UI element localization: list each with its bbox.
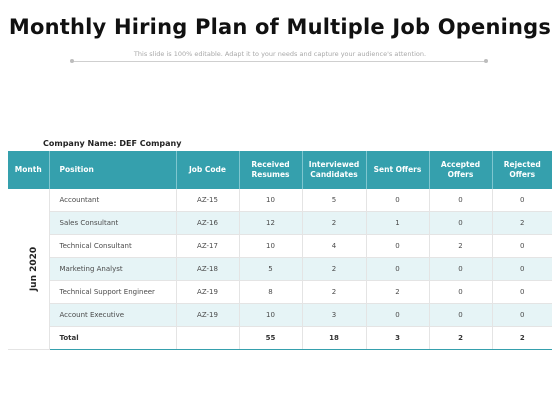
hiring-plan-table: Month Position Job Code Received Resumes…	[8, 151, 552, 350]
interviewed-candidates-cell: 3	[302, 303, 367, 327]
header-sent-offers: Sent Offers	[366, 151, 430, 189]
divider-dot-right	[484, 59, 488, 63]
job-code-cell: AZ-19	[176, 280, 240, 304]
accepted-offers-cell: 0	[429, 211, 493, 235]
rejected-offers-cell: 0	[492, 257, 552, 281]
sent-offers-cell: 0	[366, 303, 430, 327]
divider-dot-left	[70, 59, 74, 63]
interviewed-candidates-cell: 2	[302, 280, 367, 304]
total-rejected-offers: 2	[492, 326, 552, 350]
total-label: Total	[49, 326, 177, 350]
total-sent-offers: 3	[366, 326, 430, 350]
header-position: Position	[49, 151, 177, 189]
header-received-resumes: Received Resumes	[239, 151, 303, 189]
accepted-offers-cell: 2	[429, 234, 493, 258]
interviewed-candidates-cell: 2	[302, 257, 367, 281]
job-code-cell: AZ-15	[176, 189, 240, 212]
interviewed-candidates-cell: 4	[302, 234, 367, 258]
total-row: Total 55 18 3 2 2	[8, 326, 552, 350]
accepted-offers-cell: 0	[429, 257, 493, 281]
company-name: Company Name: DEF Company	[43, 139, 182, 148]
position-cell: Technical Consultant	[49, 234, 177, 258]
position-cell: Accountant	[49, 189, 177, 212]
accepted-offers-cell: 0	[429, 280, 493, 304]
rejected-offers-cell: 0	[492, 303, 552, 327]
rejected-offers-cell: 0	[492, 280, 552, 304]
interviewed-candidates-cell: 2	[302, 211, 367, 235]
received-resumes-cell: 10	[239, 234, 303, 258]
table-row: Marketing Analyst AZ-18 5 2 0 0 0	[8, 257, 552, 281]
accepted-offers-cell: 0	[429, 303, 493, 327]
received-resumes-cell: 8	[239, 280, 303, 304]
position-cell: Technical Support Engineer	[49, 280, 177, 304]
table-row: Technical Support Engineer AZ-19 8 2 2 0…	[8, 280, 552, 304]
received-resumes-cell: 10	[239, 303, 303, 327]
page-title: Monthly Hiring Plan of Multiple Job Open…	[8, 15, 552, 39]
header-rejected-offers: Rejected Offers	[492, 151, 552, 189]
position-cell: Marketing Analyst	[49, 257, 177, 281]
position-cell: Sales Consultant	[49, 211, 177, 235]
table-header-row: Month Position Job Code Received Resumes…	[8, 151, 552, 189]
job-code-cell: AZ-18	[176, 257, 240, 281]
rejected-offers-cell: 0	[492, 189, 552, 212]
received-resumes-cell: 5	[239, 257, 303, 281]
total-job-code-cell	[176, 326, 240, 350]
received-resumes-cell: 12	[239, 211, 303, 235]
table-row: Sales Consultant AZ-16 12 2 1 0 2	[8, 211, 552, 235]
table-row: Technical Consultant AZ-17 10 4 0 2 0	[8, 234, 552, 258]
interviewed-candidates-cell: 5	[302, 189, 367, 212]
month-cell: Jun 2020	[8, 189, 50, 350]
subtitle: This slide is 100% editable. Adapt it to…	[133, 50, 427, 58]
rejected-offers-cell: 2	[492, 211, 552, 235]
job-code-cell: AZ-19	[176, 303, 240, 327]
rejected-offers-cell: 0	[492, 234, 552, 258]
position-cell: Account Executive	[49, 303, 177, 327]
header-month: Month	[8, 151, 50, 189]
header-job-code: Job Code	[176, 151, 240, 189]
total-accepted-offers: 2	[429, 326, 493, 350]
sent-offers-cell: 0	[366, 189, 430, 212]
total-received-resumes: 55	[239, 326, 303, 350]
month-label: Jun 2020	[29, 246, 40, 292]
header-interviewed-candidates: Interviewed Candidates	[302, 151, 367, 189]
sent-offers-cell: 0	[366, 257, 430, 281]
sent-offers-cell: 0	[366, 234, 430, 258]
total-interviewed-candidates: 18	[302, 326, 367, 350]
job-code-cell: AZ-17	[176, 234, 240, 258]
divider	[72, 61, 486, 62]
job-code-cell: AZ-16	[176, 211, 240, 235]
sent-offers-cell: 2	[366, 280, 430, 304]
table-row: Account Executive AZ-19 10 3 0 0 0	[8, 303, 552, 327]
accepted-offers-cell: 0	[429, 189, 493, 212]
received-resumes-cell: 10	[239, 189, 303, 212]
sent-offers-cell: 1	[366, 211, 430, 235]
table-row: Jun 2020 Accountant AZ-15 10 5 0 0 0	[8, 189, 552, 350]
header-accepted-offers: Accepted Offers	[429, 151, 493, 189]
